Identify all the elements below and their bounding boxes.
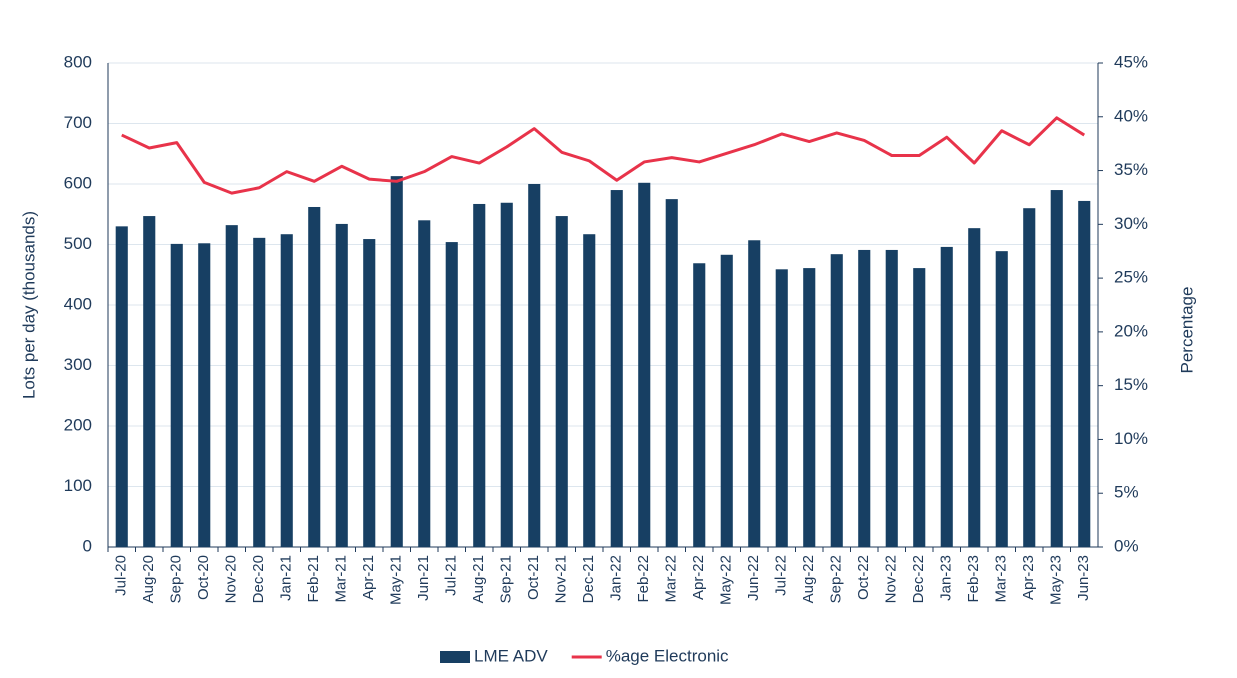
x-tick-label: Dec-21: [580, 555, 597, 603]
bar: [1050, 190, 1063, 548]
y-tick-label: 500: [64, 234, 92, 253]
x-tick-label: Jun-22: [745, 555, 762, 601]
bar: [1023, 208, 1036, 547]
x-tick-label: Apr-21: [360, 555, 377, 600]
x-tick-label: Sep-22: [828, 555, 845, 603]
y2-tick-label: 5%: [1114, 483, 1139, 502]
bar: [528, 184, 541, 547]
bar: [638, 182, 651, 548]
y2-tick-label: 15%: [1114, 375, 1148, 394]
line: [121, 116, 1086, 195]
x-tick-label: May-23: [1048, 555, 1065, 605]
y-tick-label: 300: [64, 355, 92, 374]
bar: [693, 263, 706, 547]
x-tick-label: May-21: [388, 555, 405, 605]
x-tick-label: Jul-22: [773, 555, 790, 596]
x-tick-label: Oct-20: [195, 555, 212, 600]
legend-swatch: [440, 651, 470, 663]
y2-tick-label: 20%: [1114, 321, 1148, 340]
x-tick-label: Jul-21: [443, 555, 460, 596]
x-tick-label: Jan-22: [608, 555, 625, 601]
y2-tick-label: 0%: [1114, 536, 1139, 555]
x-tick-label: Sep-20: [168, 555, 185, 603]
x-tick-label: Apr-23: [1020, 555, 1037, 600]
y2-tick-label: 25%: [1114, 268, 1148, 287]
bar: [583, 234, 596, 547]
bar: [913, 268, 926, 547]
bar: [363, 239, 376, 547]
y-tick-label: 400: [64, 294, 92, 313]
bar: [720, 254, 733, 547]
bar: [335, 223, 348, 547]
bar: [1078, 200, 1091, 547]
x-tick-label: Jan-23: [938, 555, 955, 601]
x-tick-label: Nov-20: [223, 555, 240, 603]
bar: [500, 202, 513, 547]
bar: [280, 234, 293, 547]
x-tick-label: Mar-22: [663, 555, 680, 603]
y-tick-label: 200: [64, 415, 92, 434]
bar: [143, 216, 156, 547]
y2-tick-label: 45%: [1114, 52, 1148, 71]
x-tick-label: Aug-22: [800, 555, 817, 603]
y-tick-label: 800: [64, 52, 92, 71]
x-tick-label: Dec-22: [910, 555, 927, 603]
x-tick-label: Oct-21: [525, 555, 542, 600]
x-tick-label: Nov-21: [553, 555, 570, 603]
bar: [308, 206, 321, 548]
bar: [968, 228, 981, 548]
x-tick-label: Jan-21: [278, 555, 295, 601]
bar: [665, 199, 678, 547]
x-tick-label: Aug-21: [470, 555, 487, 603]
bar: [885, 249, 898, 547]
legend-label: %age Electronic: [606, 646, 729, 665]
bar: [198, 243, 211, 548]
x-tick-label: Feb-21: [305, 555, 322, 603]
bar: [418, 220, 431, 548]
x-tick-label: Feb-23: [965, 555, 982, 603]
y-tick-label: 600: [64, 173, 92, 192]
x-tick-label: Oct-22: [855, 555, 872, 600]
bar: [473, 203, 486, 547]
x-tick-label: Mar-21: [333, 555, 350, 603]
y2-axis-label: Percentage: [1177, 287, 1196, 374]
bar: [610, 190, 623, 548]
x-tick-label: Jun-23: [1075, 555, 1092, 601]
bar: [555, 216, 568, 547]
bar: [115, 226, 128, 547]
x-tick-label: Nov-22: [883, 555, 900, 603]
bar: [445, 242, 458, 547]
x-tick-label: Sep-21: [498, 555, 515, 603]
bar: [225, 225, 238, 547]
x-tick-label: Mar-23: [993, 555, 1010, 603]
y2-tick-label: 10%: [1114, 429, 1148, 448]
bar: [995, 251, 1008, 547]
bar: [830, 254, 843, 547]
bar: [748, 240, 761, 547]
bar: [170, 243, 183, 547]
x-tick-label: Apr-22: [690, 555, 707, 600]
y-tick-label: 0: [83, 536, 92, 555]
y2-tick-label: 30%: [1114, 214, 1148, 233]
y-tick-label: 100: [64, 476, 92, 495]
bar: [858, 249, 871, 547]
x-tick-label: Dec-20: [250, 555, 267, 603]
x-tick-label: Aug-20: [140, 555, 157, 603]
y-tick-label: 700: [64, 113, 92, 132]
x-tick-label: Feb-22: [635, 555, 652, 603]
bar: [253, 237, 266, 547]
bar: [940, 246, 953, 548]
legend-label: LME ADV: [474, 646, 548, 665]
bar: [775, 269, 788, 547]
x-tick-label: Jul-20: [113, 555, 130, 596]
y-axis-label: Lots per day (thousands): [19, 211, 38, 399]
y2-tick-label: 40%: [1114, 106, 1148, 125]
y2-tick-label: 35%: [1114, 160, 1148, 179]
x-tick-label: Jun-21: [415, 555, 432, 601]
bar: [803, 268, 816, 547]
bar: [390, 176, 403, 547]
x-tick-label: May-22: [718, 555, 735, 605]
